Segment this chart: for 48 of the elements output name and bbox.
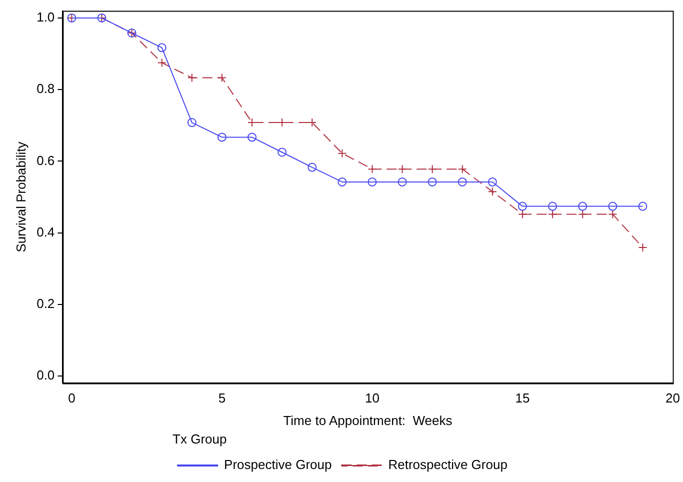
- point: [548, 210, 558, 219]
- x-tick-label: 10: [364, 390, 380, 406]
- point: [278, 148, 287, 157]
- point: [458, 177, 467, 186]
- point: [548, 202, 558, 211]
- x-axis-title: Time to Appointment: Weeks: [283, 413, 453, 428]
- point: [398, 177, 407, 186]
- point: [638, 242, 648, 252]
- point: [157, 43, 166, 52]
- point: [187, 118, 196, 128]
- point: [248, 132, 257, 142]
- point: [217, 73, 226, 82]
- y-tick-label: 1.0: [36, 10, 55, 25]
- point: [608, 202, 618, 211]
- y-axis-title: Survival Probability: [13, 141, 28, 252]
- point: [458, 164, 467, 174]
- point: [428, 164, 437, 174]
- point: [308, 118, 317, 128]
- point: [578, 210, 588, 219]
- legend-title: Tx Group: [172, 431, 227, 446]
- x-tick-label: 0: [68, 390, 76, 406]
- x-tick-label: 5: [218, 390, 226, 406]
- point: [157, 58, 166, 68]
- point: [338, 177, 347, 186]
- point: [428, 177, 437, 186]
- legend-label: Retrospective Group: [388, 457, 508, 472]
- point: [578, 202, 588, 211]
- y-tick-label: 0.0: [36, 368, 55, 383]
- point: [518, 202, 527, 211]
- y-tick-label: 0.6: [36, 152, 55, 168]
- y-tick-label: 0.2: [36, 296, 55, 311]
- point: [217, 132, 226, 142]
- point: [488, 177, 497, 186]
- point: [638, 202, 648, 211]
- x-tick-label: 15: [515, 390, 530, 406]
- y-tick-label: 0.8: [36, 81, 55, 96]
- point: [187, 73, 196, 82]
- point: [368, 177, 377, 186]
- point: [488, 187, 497, 196]
- point: [368, 164, 377, 174]
- point: [608, 210, 618, 219]
- x-tick-label: 20: [666, 390, 680, 406]
- point: [338, 148, 347, 158]
- point: [518, 210, 527, 219]
- point: [308, 162, 317, 172]
- y-tick-label: 0.4: [36, 224, 55, 240]
- legend-label: Prospective Group: [224, 457, 332, 472]
- point: [398, 164, 407, 174]
